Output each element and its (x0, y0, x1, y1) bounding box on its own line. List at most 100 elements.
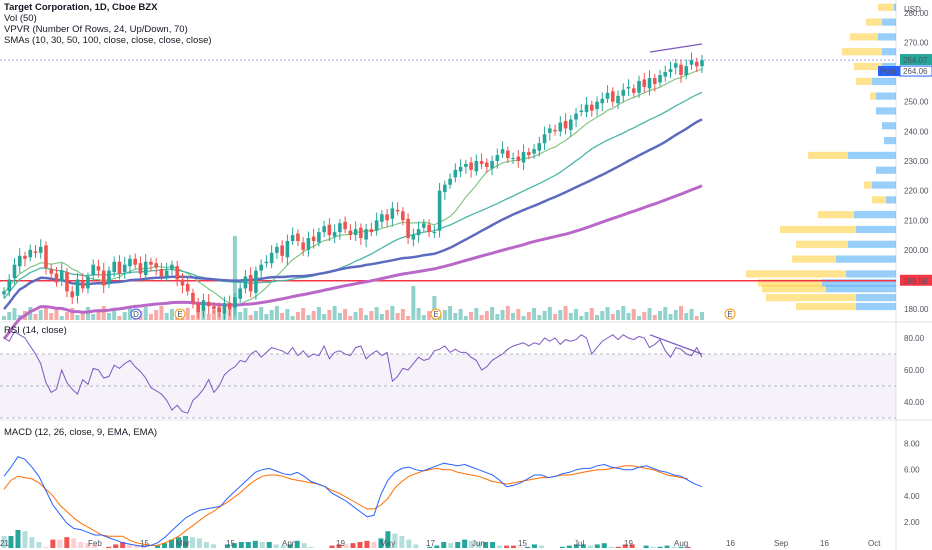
volume-bar (164, 313, 169, 320)
volume-bar (343, 309, 348, 320)
macd-histogram-bar (1, 536, 7, 548)
macd-histogram-bar (294, 540, 300, 548)
candle-body (317, 232, 321, 243)
divergence-line (649, 43, 703, 53)
volume-bar (143, 307, 148, 320)
macd-histogram-bar (525, 546, 530, 548)
candle-body (154, 263, 158, 268)
macd-histogram-bar (301, 543, 307, 548)
candle-body (7, 279, 12, 292)
candle-body (668, 69, 673, 73)
volume-bar (49, 313, 54, 320)
price-tick: 180.00 (904, 305, 929, 314)
macd-histogram-bar (343, 544, 349, 548)
macd-histogram-bar (57, 539, 63, 548)
candle-body (390, 208, 395, 219)
volume-bar (453, 313, 458, 320)
candle-body (159, 269, 164, 277)
candle-body (322, 226, 326, 233)
candle-body (338, 223, 342, 233)
volume-bar (70, 308, 75, 320)
candle-body (243, 276, 248, 289)
last-price-badge (900, 54, 932, 66)
candle-body (96, 266, 101, 271)
volume-bar (463, 316, 468, 320)
candle-body (553, 129, 557, 132)
volume-bar (553, 314, 558, 320)
time-tick: 16 (726, 539, 735, 548)
volume-bar (185, 308, 190, 320)
candle-body (401, 211, 405, 221)
macd-histogram-bar (538, 545, 544, 548)
candle-body (59, 270, 64, 281)
volume-bar (647, 308, 652, 320)
vpvr-up-bar (886, 196, 896, 204)
macd-histogram-bar (231, 543, 237, 548)
volume-bar (369, 311, 374, 320)
volume-bar (652, 315, 657, 320)
macd-histogram-bar (608, 546, 614, 548)
volume-bar (495, 314, 500, 320)
candle-body (595, 101, 599, 110)
post-price-label: 264.06 (903, 67, 928, 76)
candle-body (516, 156, 521, 161)
vpvr-legend[interactable]: VPVR (Number Of Rows, 24, Up/Down, 70) (4, 24, 188, 35)
volume-bar (364, 315, 369, 320)
macd-histogram-bar (678, 546, 684, 548)
volume-bar (442, 310, 447, 320)
volume-bar (505, 306, 510, 320)
volume-bar (589, 308, 594, 320)
volume-bar (526, 312, 531, 320)
candle-body (495, 155, 500, 161)
volume-bar (574, 309, 579, 320)
candle-body (296, 233, 300, 241)
macd-histogram-bar (504, 545, 510, 548)
macd-histogram-bar (643, 545, 649, 548)
candle-body (521, 152, 526, 163)
macd-histogram-bar (266, 542, 272, 548)
macd-histogram-bar (85, 543, 91, 548)
vpvr-up-bar (856, 294, 896, 302)
candle-body (527, 152, 531, 156)
volume-bar (211, 310, 216, 320)
vpvr-down-bar (866, 18, 882, 26)
time-tick: Oct (868, 539, 881, 548)
macd-histogram-bar (176, 537, 181, 548)
rsi-divergence-line (649, 334, 703, 355)
volume-bar (521, 316, 526, 320)
macd-legend[interactable]: MACD (12, 26, close, 9, EMA, EMA) (4, 427, 158, 438)
level-badge-label: 189.58 (903, 277, 928, 286)
volume-bar (542, 311, 547, 320)
candle-body (348, 230, 353, 236)
macd-histogram-bar (469, 540, 475, 548)
volume-bar (112, 309, 117, 320)
candle-body (364, 229, 368, 240)
vpvr-up-bar (822, 279, 896, 287)
vpvr-up-bar (878, 33, 896, 41)
volume-bar (96, 310, 101, 320)
candle-body (422, 223, 426, 228)
candle-body (663, 72, 668, 77)
dividend-marker-label: D (133, 310, 139, 319)
volume-legend[interactable]: Vol (50) (4, 13, 37, 24)
macd-histogram-bar (280, 545, 286, 548)
time-tick: 17 (426, 539, 435, 548)
macd-tick: 8.00 (904, 440, 920, 449)
vpvr-down-bar (856, 77, 872, 85)
vpvr-down-bar (864, 181, 872, 189)
currency-label: USD (904, 5, 921, 14)
volume-bar (637, 316, 642, 320)
volume-bar (148, 314, 153, 320)
macd-histogram-bar (162, 543, 168, 548)
macd-histogram-bar (252, 540, 258, 548)
candle-body (122, 264, 127, 273)
volume-bar (516, 309, 521, 320)
candle-body (33, 251, 38, 253)
candle-body (112, 261, 117, 273)
sma-legend[interactable]: SMAs (10, 30, 50, 100, close, close, clo… (4, 35, 212, 46)
rsi-legend[interactable]: RSI (14, close) (4, 325, 67, 336)
price-tick: 240.00 (904, 127, 929, 136)
volume-bar (448, 306, 453, 320)
